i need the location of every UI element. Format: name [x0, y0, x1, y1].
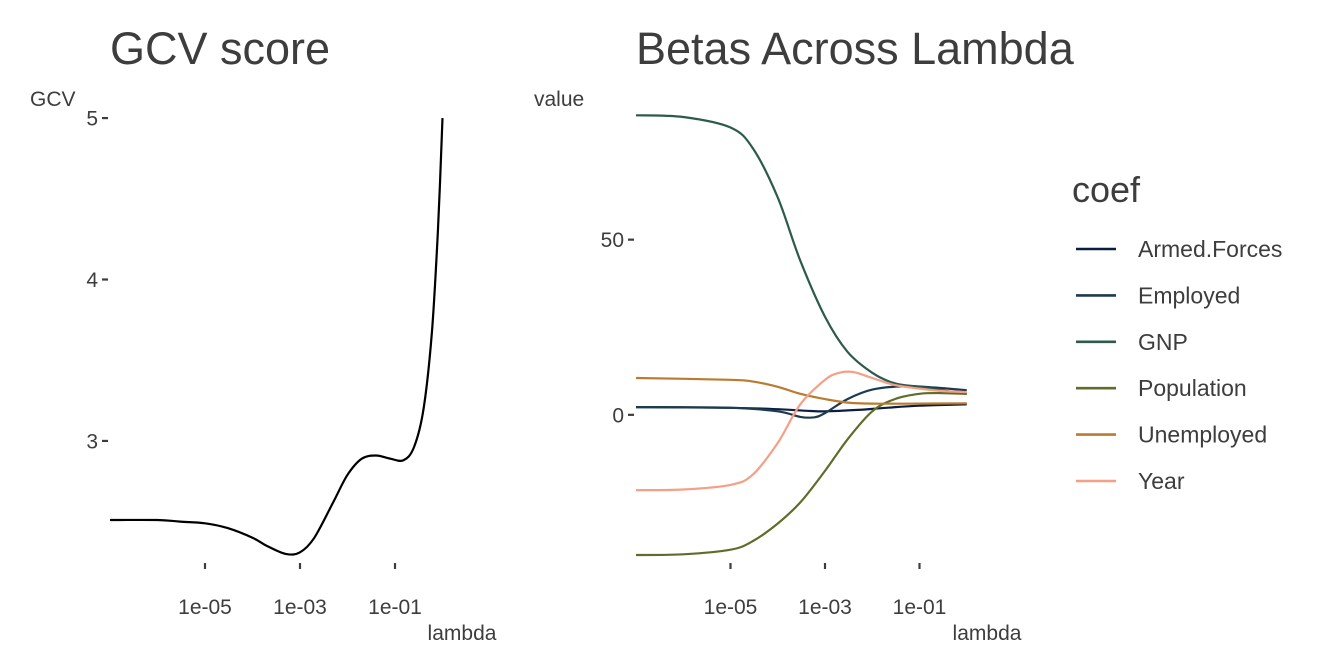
gcv-xlabel: lambda [428, 622, 497, 645]
betas-x-tick-label: 1e-03 [798, 596, 852, 619]
betas-x-tick-label: 1e-05 [704, 596, 758, 619]
gcv-x-tick-label: 1e-05 [178, 596, 232, 619]
series-line-gnp [635, 114, 967, 395]
series-line-population [635, 391, 967, 557]
series-line-year [635, 370, 967, 492]
betas-xlabel: lambda [953, 622, 1022, 645]
series-line-gcv [109, 118, 444, 556]
betas-title: Betas Across Lambda [636, 23, 1075, 74]
betas-ylabel: value [534, 88, 584, 111]
gcv-y-tick-label: 5 [86, 108, 98, 131]
series-line-unemployed [635, 376, 967, 405]
gcv-y-tick-label: 3 [86, 430, 98, 453]
gcv-x-tick-label: 1e-03 [273, 596, 327, 619]
legend-label-employed: Employed [1138, 282, 1240, 308]
betas-x-tick-label: 1e-01 [893, 596, 947, 619]
legend-label-unemployed: Unemployed [1138, 422, 1267, 448]
legend-items: Armed.Forces Employed GNP Population Unemplo… [1076, 236, 1282, 494]
legend-title: coef [1072, 169, 1141, 210]
betas-y-tick-label: 0 [612, 404, 624, 427]
gcv-x-tick-label: 1e-01 [368, 596, 422, 619]
betas-lines [635, 114, 967, 557]
betas-panel: Betas Across Lambda value lambda 0 50 1e-… [534, 23, 1075, 645]
betas-y-tick-label: 50 [601, 229, 624, 252]
legend-label-gnp: GNP [1138, 329, 1188, 355]
legend-label-year: Year [1138, 468, 1185, 494]
legend: coef Armed.Forces Employed GNP Population Un… [1072, 169, 1282, 494]
legend-label-population: Population [1138, 375, 1247, 401]
gcv-title: GCV score [110, 23, 330, 74]
gcv-ylabel: GCV [30, 88, 76, 111]
betas-x-ticks: 1e-05 1e-03 1e-01 [704, 563, 947, 619]
betas-y-ticks: 0 50 [601, 229, 634, 427]
gcv-panel: GCV score GCV lambda 3 4 5 1e-05 1e-03 1e-01 [30, 23, 497, 645]
gcv-lines [109, 118, 444, 556]
gcv-x-ticks: 1e-05 1e-03 1e-01 [178, 563, 422, 619]
legend-label-armed-forces: Armed.Forces [1138, 236, 1282, 262]
gcv-y-tick-label: 4 [86, 269, 98, 292]
gcv-y-ticks: 3 4 5 [86, 108, 108, 453]
